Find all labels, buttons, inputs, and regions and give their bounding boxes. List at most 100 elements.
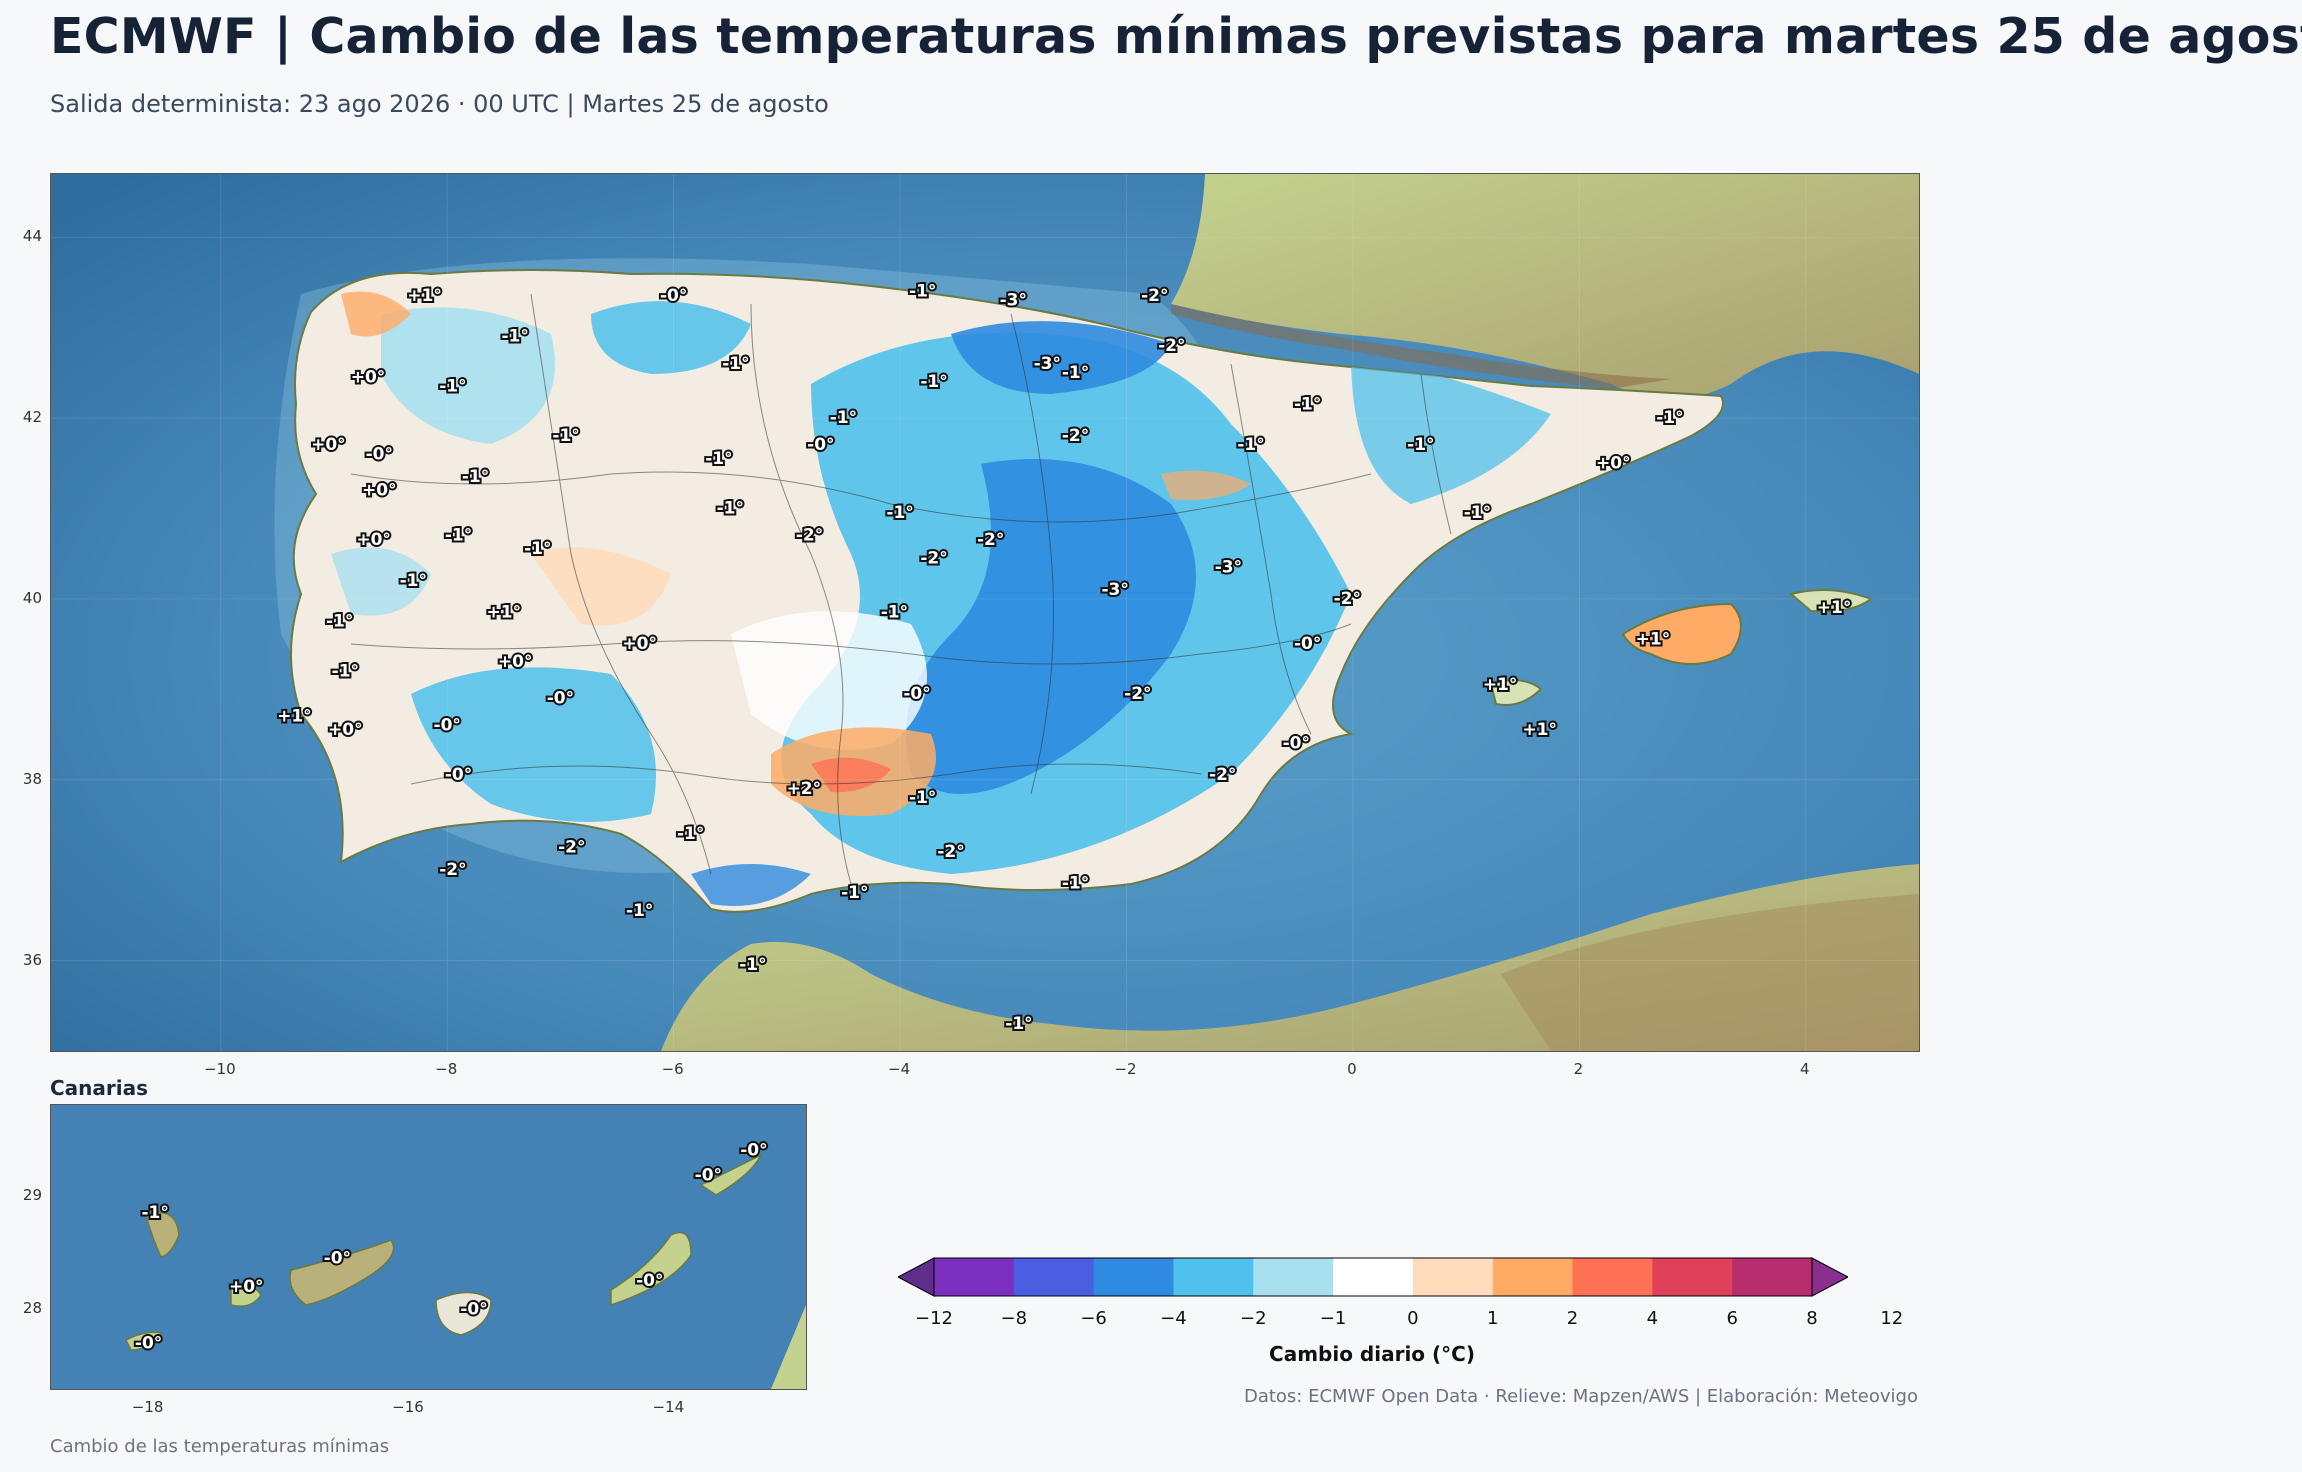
temperature-change-label: +0° (362, 480, 397, 500)
colorbar-swatch (1013, 1258, 1095, 1296)
temperature-change-label: -2° (937, 842, 964, 862)
temperature-change-label: +0° (622, 634, 657, 654)
temperature-change-label: +2° (787, 779, 822, 799)
temperature-change-label: -0° (445, 765, 472, 785)
temperature-change-label: -1° (886, 503, 913, 523)
pyrenees-relief (1171, 304, 1671, 389)
main-map-canvas: +1° -0° -3° -1° -2° -1° -2° -1° -3° -1° +0° -1° -1° -… (51, 174, 1919, 1051)
temperature-change-label: -2° (796, 526, 823, 546)
colorbar-swatch (1732, 1258, 1813, 1296)
temperature-change-label: -1° (439, 376, 466, 396)
island-la-palma (145, 1211, 180, 1258)
temperature-change-label: +0° (328, 720, 363, 740)
page-title: ECMWF | Cambio de las temperaturas mínim… (50, 8, 2302, 65)
temperature-change-label: -1° (1464, 503, 1491, 523)
region-borders (350, 293, 1452, 885)
inset-map-labels: -1° +0° -0° -0° -0° -0° -0° -0° (133, 1138, 770, 1355)
colorbar-swatch (1253, 1258, 1334, 1296)
temperature-change-label: -0° (1294, 634, 1321, 654)
island-fuerteventura (610, 1231, 692, 1307)
temperature-change-label: -2° (1062, 426, 1089, 446)
temperature-change-label: +1° (407, 286, 442, 306)
credits-text: Datos: ECMWF Open Data · Relieve: Mapzen… (1243, 1386, 1918, 1407)
temperature-change-label: +1° (1522, 720, 1557, 740)
island-el-hierro (124, 1331, 163, 1351)
temperature-change-label: -2° (1124, 684, 1151, 704)
land-france (1171, 174, 1919, 399)
island-lanzarote (699, 1153, 763, 1196)
x-tick-label: −4 (888, 1060, 911, 1078)
temperature-change-label: -3° (1215, 557, 1242, 577)
temperature-change-label: -1° (332, 661, 359, 681)
inset-temperature-change-label: -0° (460, 1299, 487, 1319)
temperature-change-label: -1° (739, 955, 766, 975)
temperature-change-label: -1° (1062, 874, 1089, 894)
colorbar-tick-label: 8 (1806, 1308, 1818, 1329)
colorbar-swatch (1412, 1258, 1494, 1296)
colorbar-tick-label: −2 (1239, 1308, 1267, 1329)
inset-y-tick-label: 28 (22, 1299, 42, 1318)
colorbar-min-extend (896, 1257, 935, 1297)
temperature-change-label: -1° (677, 824, 704, 844)
temperature-change-label: -1° (552, 426, 579, 446)
colorbar-label: Cambio diario (°C) (1269, 1342, 1475, 1366)
inset-temperature-change-label: -0° (636, 1271, 663, 1291)
temperature-change-label: -0° (434, 716, 461, 736)
atlas-relief (1501, 894, 1919, 1051)
temperature-change-label: +0° (356, 530, 391, 550)
inset-title: Canarias (50, 1076, 149, 1100)
temperature-change-label: -3° (1101, 580, 1128, 600)
temperature-change-label: +1° (277, 706, 312, 726)
y-tick-label: 40 (22, 588, 42, 607)
island-tenerife (289, 1239, 395, 1306)
temperature-change-label: -1° (326, 612, 353, 632)
y-tick-label: 36 (22, 950, 42, 969)
temperature-change-label: -2° (1141, 286, 1168, 306)
y-tick-label: 38 (22, 769, 42, 788)
temperature-change-label: -0° (903, 684, 930, 704)
temperature-change-label: -1° (722, 354, 749, 374)
inset-temperature-change-label: -1° (141, 1203, 168, 1223)
temperature-change-label: +1° (487, 603, 522, 623)
x-tick-label: 4 (1800, 1060, 1810, 1078)
temperature-change-label: -2° (1334, 589, 1361, 609)
colorbar-tick-label: 0 (1407, 1308, 1419, 1329)
main-map[interactable]: +1° -0° -3° -1° -2° -1° -2° -1° -3° -1° +0° -1° -1° -… (50, 173, 1920, 1052)
temperature-change-label: -1° (1237, 435, 1264, 455)
land-africa-inset (771, 1305, 806, 1389)
canarias-inset-map[interactable]: -1° +0° -0° -0° -0° -0° -0° -0° (50, 1104, 807, 1390)
inset-x-tick-label: −16 (392, 1398, 424, 1416)
temperature-change-label: -1° (1407, 435, 1434, 455)
temperature-change-label: -1° (524, 539, 551, 559)
temperature-change-label: +0° (311, 435, 346, 455)
temperature-change-label: -1° (445, 526, 472, 546)
temperature-change-label: +0° (1596, 453, 1631, 473)
colorbar-tick-label: 12 (1880, 1308, 1904, 1329)
x-tick-label: −8 (435, 1060, 458, 1078)
temperature-fields (331, 291, 1551, 906)
temperature-change-label: -2° (977, 530, 1004, 550)
temperature-change-label: -1° (1294, 395, 1321, 415)
colorbar-tick-label: −8 (1000, 1308, 1028, 1329)
x-tick-label: 0 (1347, 1060, 1357, 1078)
island-mallorca (1621, 602, 1742, 665)
island-la-gomera (230, 1283, 262, 1307)
temperature-change-label: +0° (351, 367, 386, 387)
temperature-change-label: -1° (717, 499, 744, 519)
temperature-change-label: -2° (558, 838, 585, 858)
colorbar-swatches (896, 1257, 1850, 1297)
temperature-change-label: -1° (626, 901, 653, 921)
temperature-change-label: -1° (1005, 1014, 1032, 1034)
colorbar: −12 −8 −6 −4 −2 −1 0 1 2 4 6 8 12 (896, 1254, 1903, 1354)
colorbar-swatch (1492, 1258, 1574, 1296)
colorbar-tick-label: −6 (1080, 1308, 1107, 1329)
page-subtitle: Salida determinista: 23 ago 2026 · 00 UT… (50, 90, 829, 118)
island-gran-canaria (435, 1291, 492, 1336)
temperature-change-label: -1° (1062, 363, 1089, 383)
colorbar-swatch (1173, 1258, 1254, 1296)
temperature-change-label: -0° (807, 435, 834, 455)
temperature-change-label: -1° (909, 788, 936, 808)
temperature-change-label: +0° (498, 652, 533, 672)
x-tick-label: 2 (1573, 1060, 1584, 1078)
colorbar-swatch (1333, 1258, 1414, 1296)
